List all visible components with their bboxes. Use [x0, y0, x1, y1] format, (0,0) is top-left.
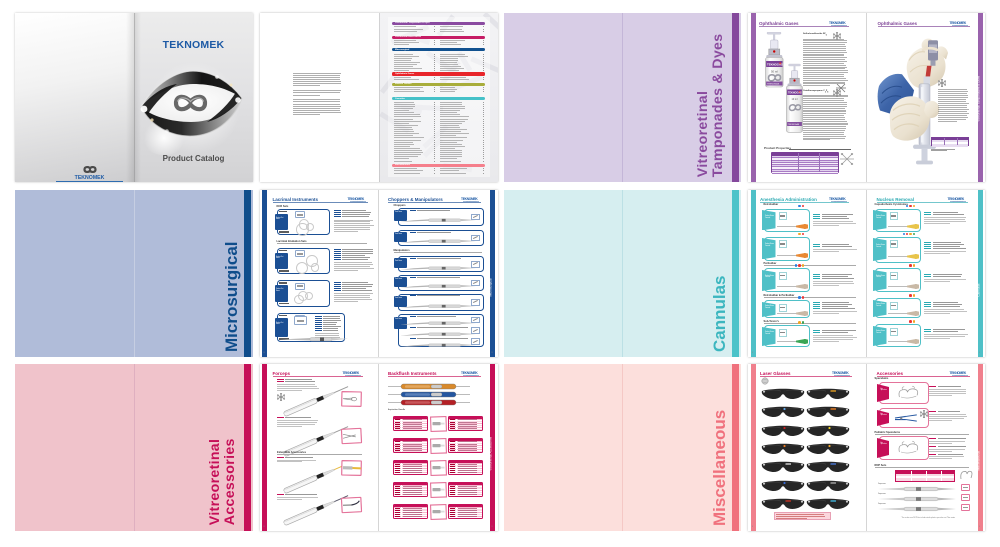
svg-text:TEKNOGAS: TEKNOGAS: [788, 122, 800, 125]
svg-text:TEKNOGAS: TEKNOGAS: [788, 91, 802, 94]
svg-text:TEKNOGAS: TEKNOGAS: [767, 62, 783, 66]
svg-text:TEKNOGAS: TEKNOGAS: [767, 82, 780, 85]
svg-text:50 ml: 50 ml: [771, 69, 778, 73]
svg-text:10 ml: 10 ml: [792, 98, 798, 101]
